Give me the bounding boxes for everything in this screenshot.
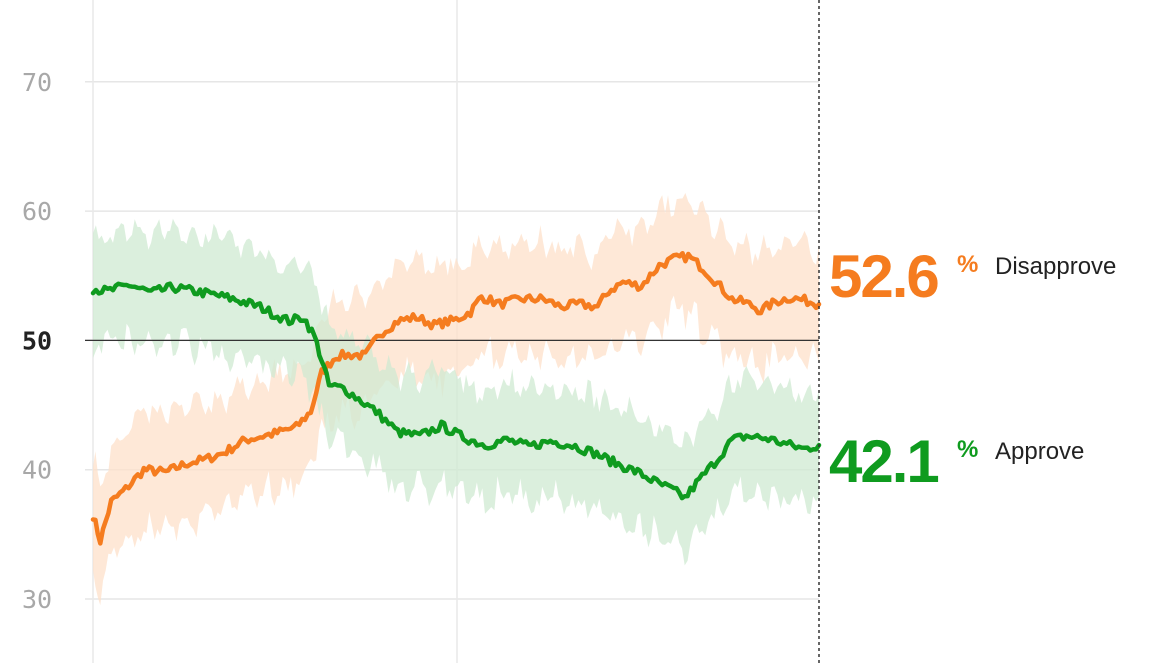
disapprove-end-label: 52.6% Disapprove: [829, 243, 1116, 310]
y-tick-label: 30: [22, 585, 52, 614]
disapprove-value: 52.6: [829, 243, 938, 310]
percent-sign: %: [957, 436, 978, 463]
disapprove-band: [93, 193, 819, 606]
y-tick-label: 50: [22, 326, 52, 355]
y-axis-ticks: 30 40 50 60 70: [22, 68, 52, 614]
disapprove-line: [90, 250, 822, 546]
approve-end-label: 42.1% Approve: [829, 428, 1084, 495]
approve-label: Approve: [995, 438, 1084, 465]
series-lines: [85, 0, 822, 663]
approve-value: 42.1: [829, 428, 938, 495]
end-labels: 52.6% Disapprove 42.1% Approve: [829, 243, 1116, 495]
y-tick-label: 70: [22, 68, 52, 97]
approve-band: [93, 218, 819, 566]
y-tick-label: 40: [22, 456, 52, 485]
y-tick-label: 60: [22, 197, 52, 226]
percent-sign: %: [957, 251, 978, 278]
uncertainty-bands: [93, 193, 819, 606]
approve-line: [90, 281, 822, 501]
disapprove-label: Disapprove: [995, 253, 1116, 280]
